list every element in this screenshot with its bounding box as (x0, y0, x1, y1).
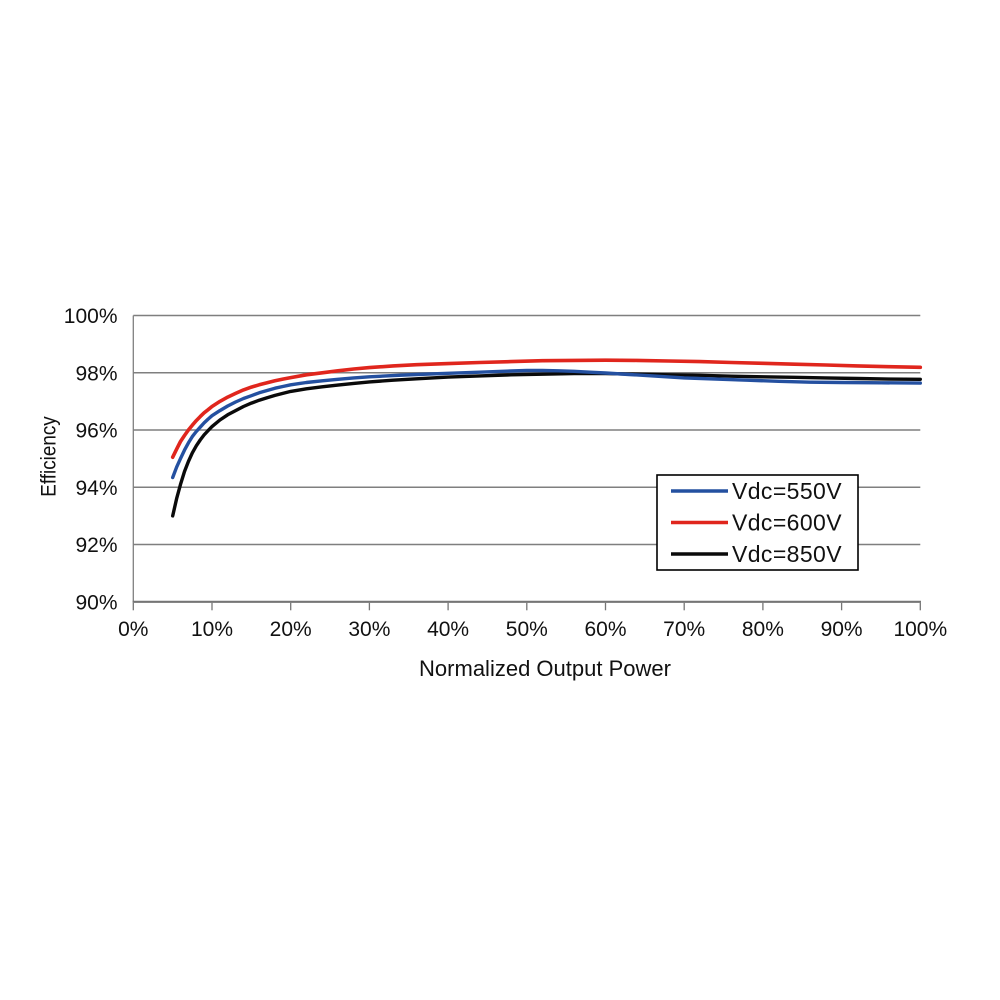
svg-text:0%: 0% (118, 618, 148, 641)
svg-text:90%: 90% (821, 618, 863, 641)
svg-text:10%: 10% (191, 618, 233, 641)
svg-text:60%: 60% (584, 618, 626, 641)
svg-text:100%: 100% (64, 305, 118, 328)
svg-text:Efficiency: Efficiency (38, 416, 61, 497)
svg-text:94%: 94% (75, 477, 117, 500)
svg-text:70%: 70% (663, 618, 705, 641)
svg-text:Vdc=550V: Vdc=550V (732, 478, 842, 504)
svg-text:Vdc=850V: Vdc=850V (732, 541, 842, 567)
svg-text:92%: 92% (75, 534, 117, 557)
svg-text:20%: 20% (270, 618, 312, 641)
svg-text:Normalized Output Power: Normalized Output Power (419, 656, 671, 681)
svg-text:90%: 90% (75, 591, 117, 614)
svg-text:30%: 30% (348, 618, 390, 641)
svg-text:80%: 80% (742, 618, 784, 641)
svg-text:50%: 50% (506, 618, 548, 641)
svg-text:98%: 98% (75, 362, 117, 385)
svg-text:96%: 96% (75, 420, 117, 443)
svg-text:40%: 40% (427, 618, 469, 641)
svg-text:100%: 100% (893, 618, 947, 641)
svg-text:Vdc=600V: Vdc=600V (732, 509, 842, 535)
